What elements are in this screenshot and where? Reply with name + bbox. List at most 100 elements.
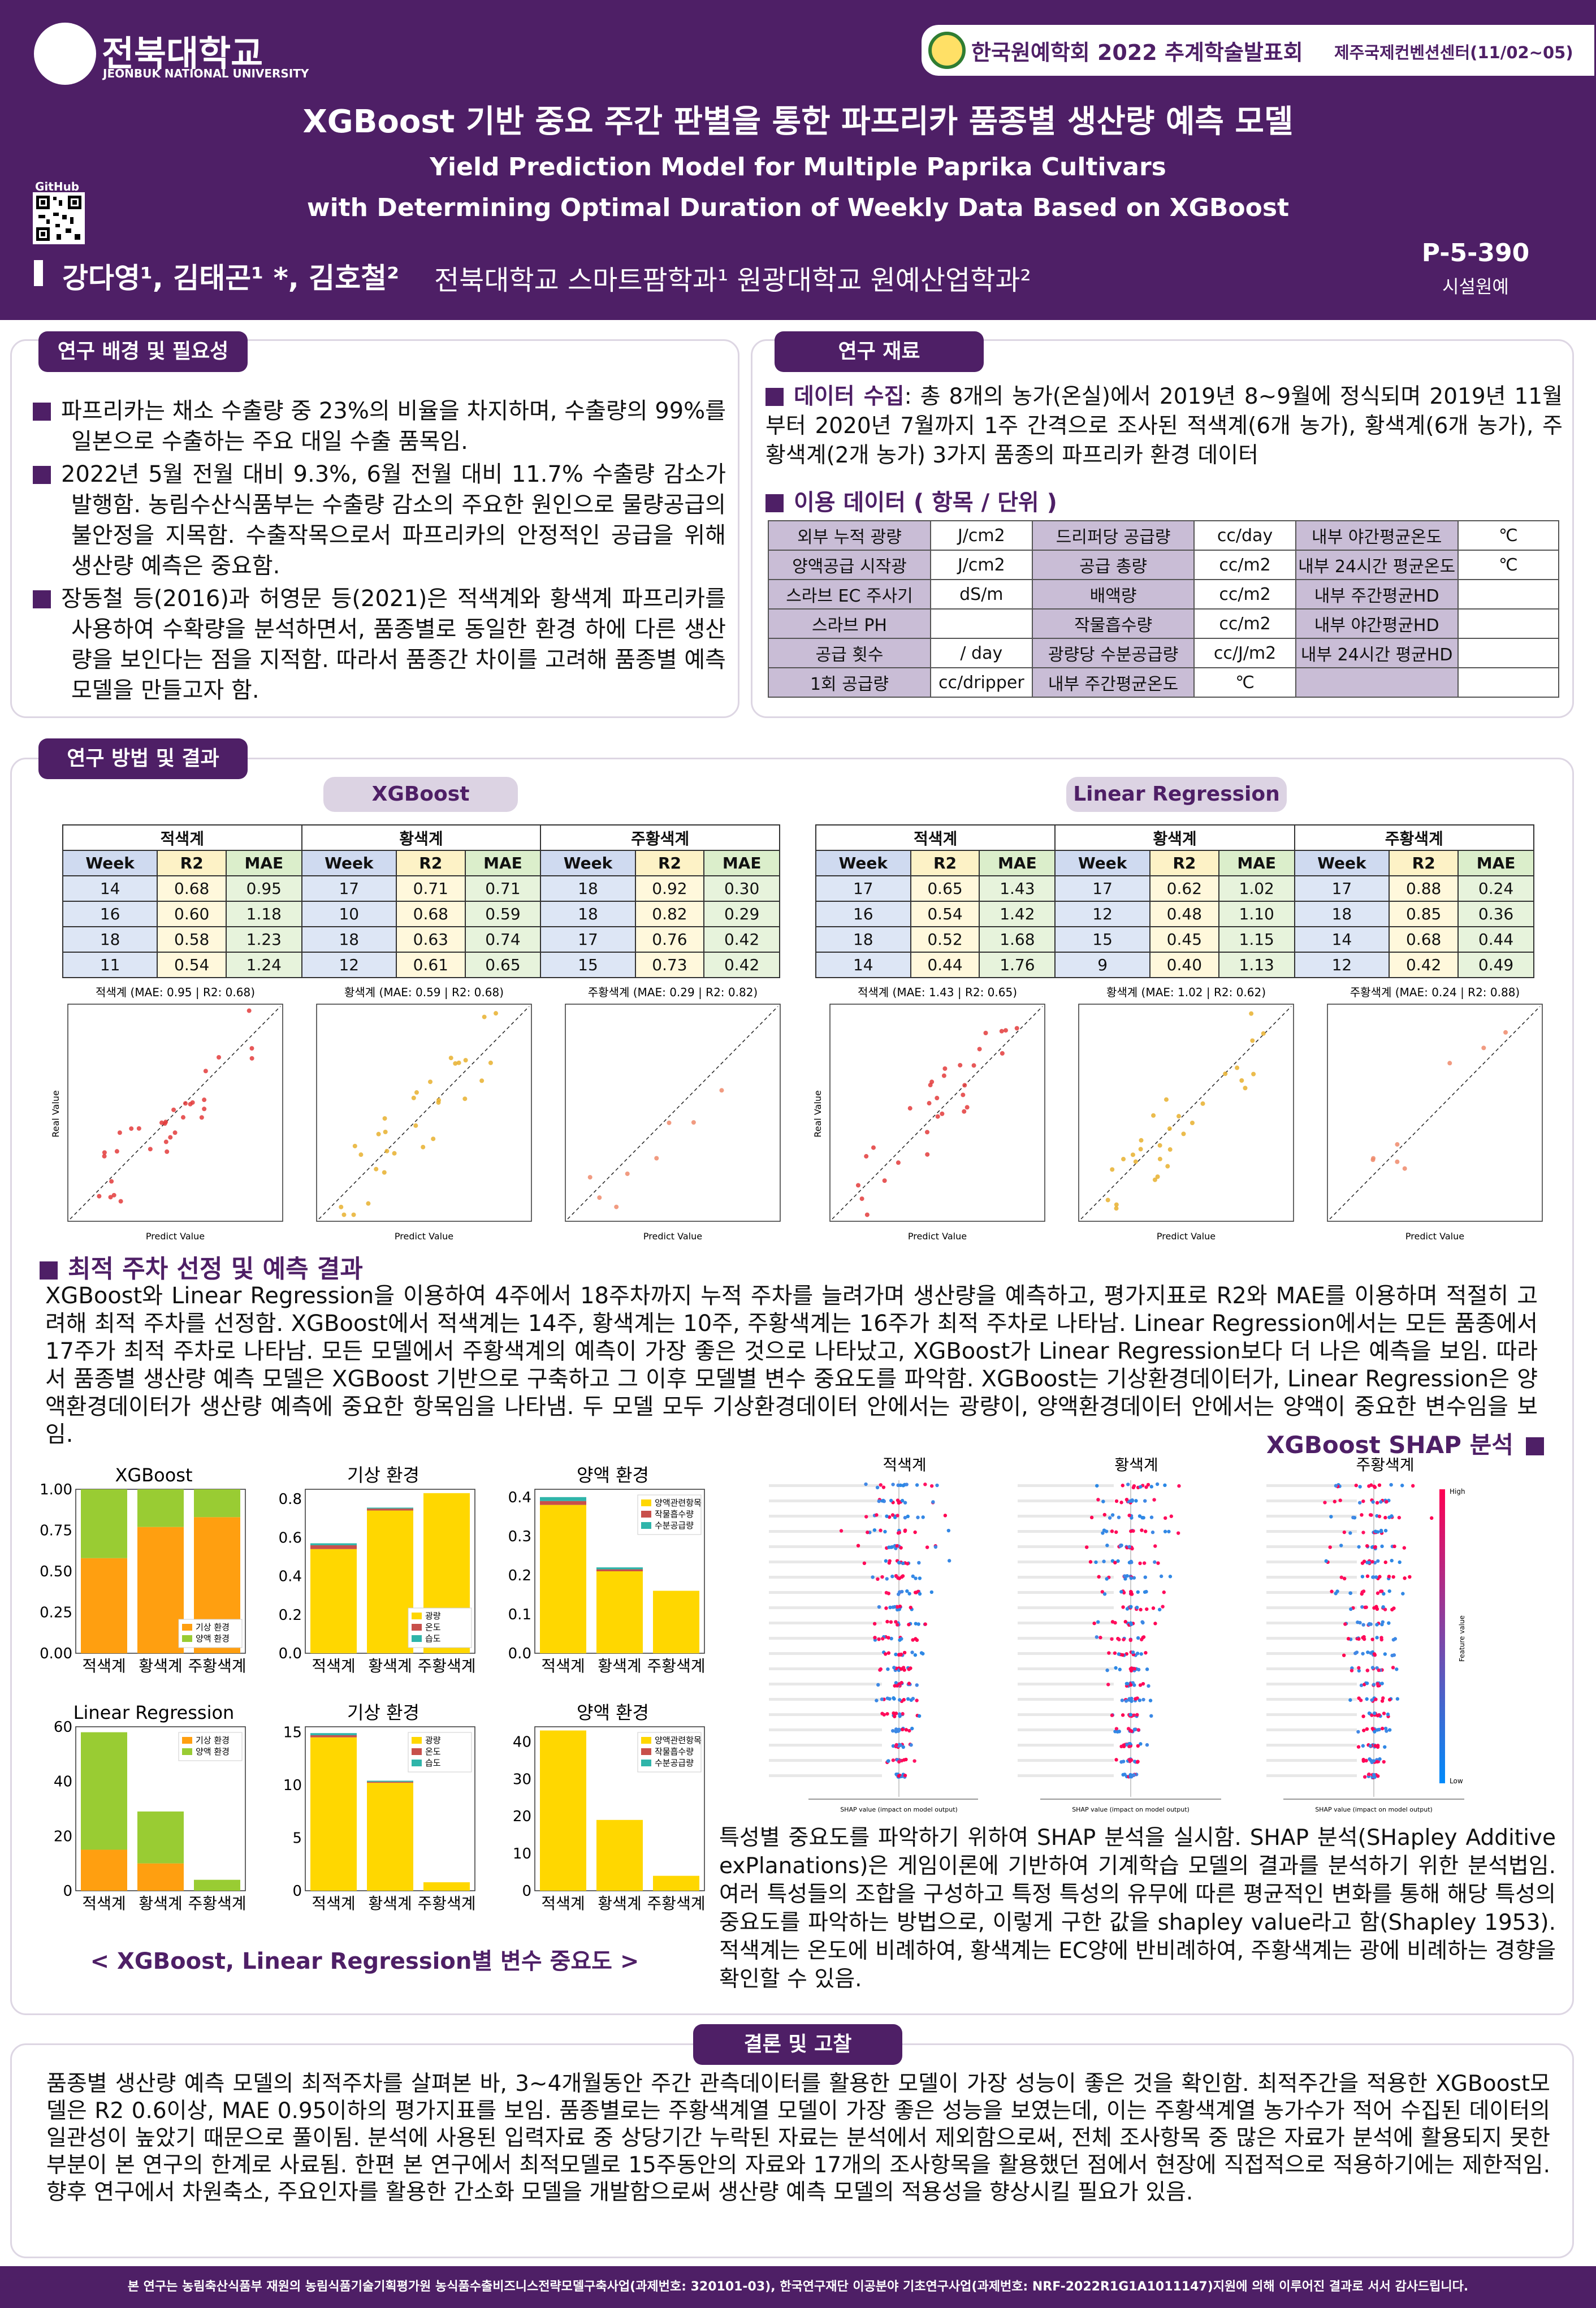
shap-point bbox=[1377, 1514, 1382, 1519]
shap-point bbox=[1379, 1528, 1383, 1533]
x-tick-label: 적색계 bbox=[541, 1657, 585, 1675]
variable-unit bbox=[1457, 667, 1560, 698]
use-data-head: 이용 데이터 ( 항목 / 단위 ) bbox=[765, 484, 1057, 517]
shap-point bbox=[1389, 1483, 1393, 1487]
shap-point bbox=[911, 1574, 915, 1579]
legend-label: 수분공급량 bbox=[655, 1758, 694, 1768]
shap-point bbox=[1359, 1698, 1363, 1702]
shap-point bbox=[1140, 1528, 1144, 1532]
shap-point bbox=[1155, 1482, 1160, 1486]
group-header: 주황색계 bbox=[1294, 824, 1535, 851]
shap-point bbox=[915, 1483, 919, 1487]
scatter-point bbox=[1200, 1101, 1205, 1106]
shap-point bbox=[1395, 1667, 1399, 1671]
shap-point bbox=[891, 1483, 895, 1486]
scatter-point bbox=[203, 1069, 208, 1074]
shap-point bbox=[879, 1528, 883, 1532]
scatter-axes bbox=[316, 1004, 532, 1222]
feature-name-bar bbox=[1018, 1561, 1114, 1563]
table-cell: 0.45 bbox=[1149, 926, 1219, 953]
shap-point bbox=[1144, 1485, 1148, 1489]
bar-segment bbox=[137, 1489, 184, 1527]
shap-point bbox=[1132, 1667, 1137, 1671]
shap-plot-title: 황색계 bbox=[1114, 1458, 1158, 1474]
variable-unit: J/cm2 bbox=[929, 550, 1033, 580]
shap-point bbox=[1108, 1516, 1112, 1520]
table-cell: 0.52 bbox=[910, 926, 980, 953]
shap-point bbox=[909, 1743, 913, 1747]
scatter-point bbox=[587, 1175, 592, 1180]
shap-point bbox=[1381, 1620, 1385, 1624]
shap-point bbox=[901, 1745, 905, 1749]
shap-plot: 황색계 SHAP value (impact on model output) bbox=[1018, 1458, 1221, 1813]
variable-name: 작물흡수량 bbox=[1031, 608, 1195, 639]
scatter-point bbox=[1167, 1147, 1173, 1152]
group-header: 적색계 bbox=[62, 824, 302, 851]
shap-point bbox=[1102, 1592, 1107, 1596]
shap-point bbox=[1110, 1529, 1114, 1533]
method-title: 연구 방법 및 결과 bbox=[38, 738, 248, 779]
shap-point bbox=[885, 1711, 889, 1716]
scatter-point bbox=[1402, 1166, 1407, 1171]
shap-point bbox=[1369, 1622, 1373, 1626]
table-cell: 0.76 bbox=[634, 926, 705, 953]
scatter-plot: 황색계 (MAE: 0.59 | R2: 0.68) Predict Value bbox=[316, 986, 532, 1242]
shap-point bbox=[1376, 1682, 1379, 1686]
lr-results-table: 적색계 황색계 주황색계 Week R2 MAE Week R2 MAE Week R2 MAE 17 0… bbox=[815, 824, 1535, 978]
shap-point bbox=[1114, 1727, 1119, 1731]
shap-point bbox=[891, 1728, 895, 1733]
shap-point bbox=[1127, 1513, 1131, 1518]
github-qr-code[interactable] bbox=[33, 192, 85, 244]
group-header: 황색계 bbox=[301, 824, 542, 851]
scatter-axes bbox=[829, 1004, 1045, 1222]
scatter-point bbox=[436, 1097, 442, 1103]
bar-segment bbox=[310, 1543, 357, 1545]
scatter-point bbox=[925, 1130, 930, 1135]
shap-point bbox=[1387, 1575, 1391, 1579]
shap-point bbox=[1127, 1545, 1131, 1549]
shap-point bbox=[862, 1561, 867, 1566]
shap-point bbox=[1361, 1531, 1365, 1535]
shap-point bbox=[1097, 1575, 1101, 1579]
shap-point bbox=[1379, 1636, 1383, 1640]
shap-point bbox=[1114, 1530, 1118, 1534]
column-header: R2 bbox=[1389, 850, 1459, 876]
shap-point bbox=[864, 1515, 868, 1519]
shap-point bbox=[882, 1713, 886, 1717]
legend-label: 광량 bbox=[425, 1735, 441, 1745]
shap-point bbox=[919, 1651, 924, 1655]
conference-badge bbox=[922, 25, 1594, 76]
feature-name-bar bbox=[769, 1484, 882, 1487]
scatter-point bbox=[136, 1126, 141, 1131]
bar-segment bbox=[367, 1510, 413, 1653]
shap-point bbox=[1110, 1713, 1114, 1717]
scatter-point bbox=[971, 1063, 976, 1068]
feature-name-bar bbox=[1266, 1530, 1357, 1533]
shap-point bbox=[1363, 1683, 1366, 1687]
bullet-square-icon bbox=[765, 388, 784, 406]
feature-name-bar bbox=[769, 1698, 882, 1701]
legend-swatch bbox=[412, 1624, 422, 1631]
y-tick-label: 10 bbox=[513, 1845, 531, 1862]
feature-name-bar bbox=[769, 1667, 882, 1670]
scatter-point bbox=[1003, 1028, 1008, 1033]
shap-point bbox=[1150, 1530, 1155, 1535]
shap-point bbox=[897, 1774, 901, 1778]
scatter-point bbox=[202, 1097, 207, 1103]
shap-point bbox=[856, 1544, 860, 1548]
x-tick-label: 황색계 bbox=[139, 1657, 182, 1675]
feature-name-bar bbox=[1266, 1652, 1357, 1655]
x-tick-label: 적색계 bbox=[312, 1657, 355, 1675]
shap-point bbox=[1360, 1605, 1364, 1609]
scatter-point bbox=[1114, 1202, 1119, 1207]
y-tick-label: 10 bbox=[283, 1777, 302, 1794]
variable-name: 외부 누적 광량 bbox=[768, 520, 931, 551]
shap-point bbox=[885, 1514, 889, 1518]
shap-point bbox=[1159, 1574, 1164, 1579]
y-axis-label: Real Value bbox=[813, 1090, 823, 1138]
x-axis-label: Predict Value bbox=[1157, 1231, 1216, 1242]
shap-point bbox=[1105, 1577, 1109, 1581]
importance-bar-chart: XGBoost 0.00 0.25 0.50 0.75 1.00 적색계 황색계 주황색계 기상 … bbox=[40, 1464, 246, 1675]
scatter-point bbox=[102, 1150, 107, 1155]
legend-swatch bbox=[412, 1635, 422, 1642]
